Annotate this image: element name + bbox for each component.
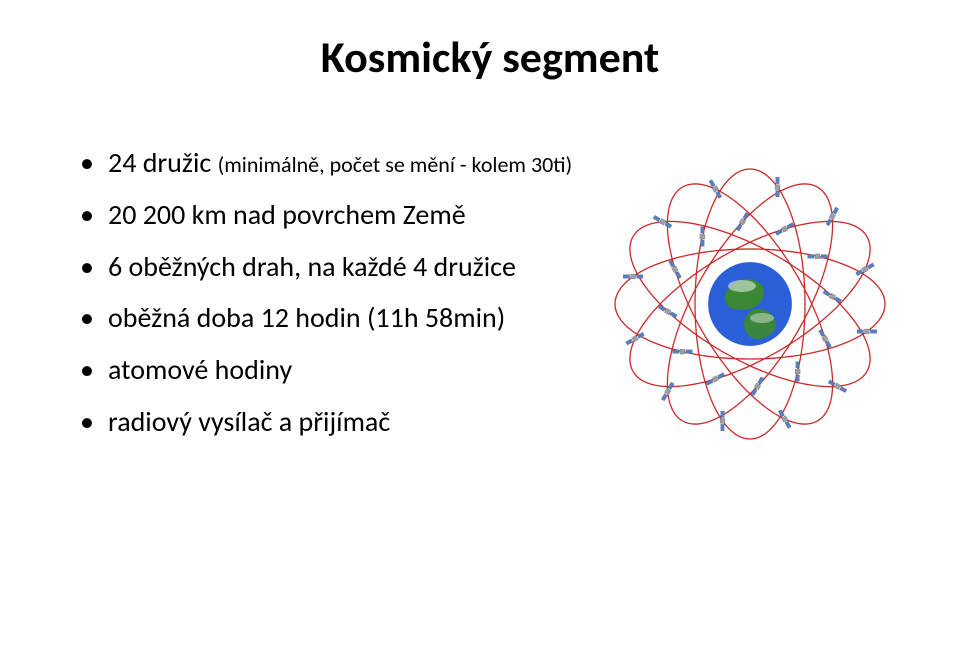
bullet-list: 24 družic (minimálně, počet se mění - ko… [80,144,600,455]
constellation-figure [600,144,900,454]
bullet-sub-text: (minimálně, počet se mění - kolem 30ti) [218,151,573,178]
satellite-icon [673,349,693,354]
bullet-main-text: atomové hodiny [108,352,292,387]
satellite-icon [775,177,780,197]
content-row: 24 družic (minimálně, počet se mění - ko… [80,144,900,455]
satellite-icon [700,227,705,247]
bullet-main-text: radiový vysílač a přijímač [108,404,390,439]
bullet-item: 24 družic (minimálně, počet se mění - ko… [80,144,600,182]
bullet-item: 6 oběžných drah, na každé 4 družice [80,248,600,286]
satellite-icon [795,362,800,382]
satellite-icon [623,274,643,279]
bullet-main-text: oběžná doba 12 hodin (11h 58min) [108,300,505,335]
bullet-item: atomové hodiny [80,351,600,389]
bullet-item: oběžná doba 12 hodin (11h 58min) [80,299,600,337]
satellite-icon [720,411,725,431]
satellite-icon [808,254,828,259]
slide: Kosmický segment 24 družic (minimálně, p… [0,0,960,663]
gps-constellation-diagram [600,154,900,454]
slide-title: Kosmický segment [80,30,900,84]
bullet-main-text: 20 200 km nad povrchem Země [108,197,466,232]
earth-icon [708,262,792,346]
bullet-main-text: 6 oběžných drah, na každé 4 družice [108,249,516,284]
satellite-icon [857,329,877,334]
bullet-item: radiový vysílač a přijímač [80,403,600,441]
bullet-item: 20 200 km nad povrchem Země [80,196,600,234]
bullet-main-text: 24 družic [108,145,218,180]
